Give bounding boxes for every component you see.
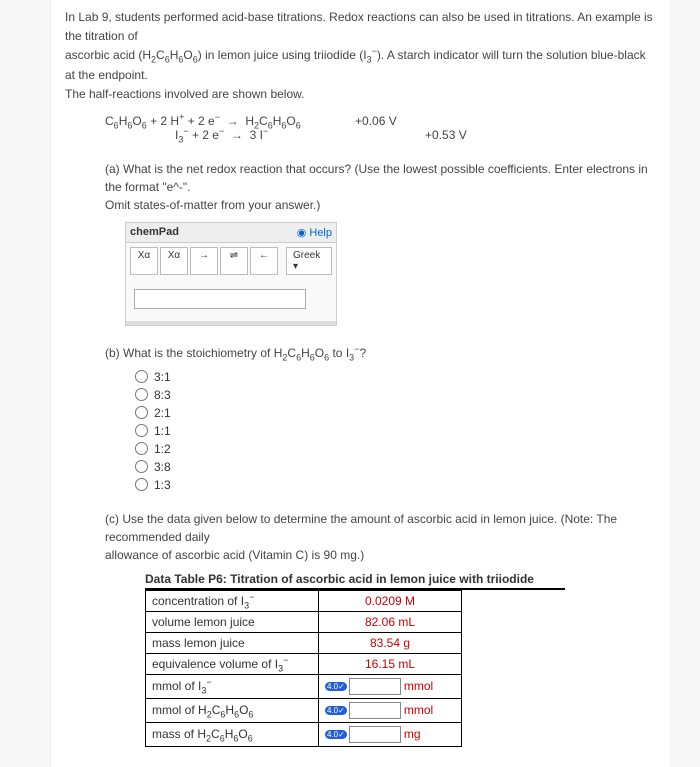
table-title: Data Table P6: Titration of ascorbic aci… bbox=[145, 572, 658, 586]
row5-label: mmol of I3− bbox=[146, 674, 319, 698]
row2-label: volume lemon juice bbox=[146, 611, 319, 632]
row3-label: mass lemon juice bbox=[146, 632, 319, 653]
intro-line3: The half-reactions involved are shown be… bbox=[65, 87, 304, 101]
part-b-options: 3:1 8:3 2:1 1:1 1:2 3:8 1:3 bbox=[135, 370, 658, 492]
option-label: 1:1 bbox=[154, 424, 171, 438]
row6-label: mmol of H2C6H6O6 bbox=[146, 698, 319, 722]
part-a-line2: Omit states-of-matter from your answer.) bbox=[105, 198, 320, 212]
row5-input[interactable] bbox=[349, 678, 401, 695]
help-link[interactable]: ◉ Help bbox=[297, 226, 332, 239]
data-table: concentration of I3−0.0209 M volume lemo… bbox=[145, 590, 462, 747]
row3-value: 83.54 g bbox=[319, 632, 462, 653]
option-label: 1:2 bbox=[154, 442, 171, 456]
part-c-line1: (c) Use the data given below to determin… bbox=[105, 512, 617, 544]
tool-equilibrium[interactable]: ⇌ bbox=[220, 247, 248, 275]
radio-3-8[interactable] bbox=[135, 460, 148, 473]
greek-dropdown[interactable]: Greek ▾ bbox=[286, 247, 332, 275]
option-label: 3:8 bbox=[154, 460, 171, 474]
greek-label: Greek bbox=[293, 250, 320, 261]
half-reaction-2-potential: +0.53 V bbox=[425, 128, 485, 142]
grading-pill-icon bbox=[325, 730, 347, 739]
part-a-question: (a) What is the net redox reaction that … bbox=[105, 160, 658, 214]
chempad-input[interactable] bbox=[134, 289, 306, 309]
half-reaction-1: C6H6O6 + 2 H+ + 2 e− → H2C6H6O6 bbox=[105, 114, 355, 128]
row6-input[interactable] bbox=[349, 702, 401, 719]
row2-value: 82.06 mL bbox=[319, 611, 462, 632]
intro-paragraph: In Lab 9, students performed acid-base t… bbox=[65, 8, 658, 104]
tool-subscript[interactable]: Xα bbox=[130, 247, 158, 275]
row6-unit: mmol bbox=[404, 703, 433, 717]
radio-2-1[interactable] bbox=[135, 406, 148, 419]
radio-3-1[interactable] bbox=[135, 370, 148, 383]
tool-superscript[interactable]: Xα bbox=[160, 247, 188, 275]
help-label: Help bbox=[309, 227, 332, 239]
tool-arrow-left[interactable]: ← bbox=[250, 247, 278, 275]
option-label: 2:1 bbox=[154, 406, 171, 420]
page-container: In Lab 9, students performed acid-base t… bbox=[50, 0, 670, 767]
radio-1-2[interactable] bbox=[135, 442, 148, 455]
tool-arrow-right[interactable]: → bbox=[190, 247, 218, 275]
grading-pill-icon bbox=[325, 682, 347, 691]
chempad-label: chemPad bbox=[130, 226, 179, 238]
option-label: 8:3 bbox=[154, 388, 171, 402]
chempad-widget: chemPad ◉ Help Xα Xα → ⇌ ← Greek ▾ bbox=[125, 222, 337, 326]
half-reaction-2: I3− + 2 e− → 3 I− bbox=[105, 128, 425, 142]
intro-line2a: ascorbic acid (H bbox=[65, 48, 151, 62]
part-c-question: (c) Use the data given below to determin… bbox=[105, 510, 658, 564]
row7-label: mass of H2C6H6O6 bbox=[146, 722, 319, 746]
row5-unit: mmol bbox=[404, 679, 433, 693]
intro-line1: In Lab 9, students performed acid-base t… bbox=[65, 10, 653, 43]
grading-pill-icon bbox=[325, 706, 347, 715]
intro-line2b: ) in lemon juice using triiodide (I bbox=[198, 48, 367, 62]
chempad-toolbar: Xα Xα → ⇌ ← Greek ▾ bbox=[126, 243, 336, 279]
part-a-line1: (a) What is the net redox reaction that … bbox=[105, 162, 648, 194]
row7-input[interactable] bbox=[349, 726, 401, 743]
part-c-line2: allowance of ascorbic acid (Vitamin C) i… bbox=[105, 548, 364, 562]
row1-value: 0.0209 M bbox=[319, 590, 462, 611]
option-label: 1:3 bbox=[154, 478, 171, 492]
option-label: 3:1 bbox=[154, 370, 171, 384]
row7-unit: mg bbox=[404, 727, 421, 741]
row1-label: concentration of I3− bbox=[146, 590, 319, 611]
half-reaction-1-potential: +0.06 V bbox=[355, 114, 415, 128]
radio-8-3[interactable] bbox=[135, 388, 148, 401]
radio-1-1[interactable] bbox=[135, 424, 148, 437]
half-reactions: C6H6O6 + 2 H+ + 2 e− → H2C6H6O6 +0.06 V … bbox=[105, 114, 658, 142]
radio-1-3[interactable] bbox=[135, 478, 148, 491]
part-b-question: (b) What is the stoichiometry of H2C6H6O… bbox=[105, 344, 658, 362]
